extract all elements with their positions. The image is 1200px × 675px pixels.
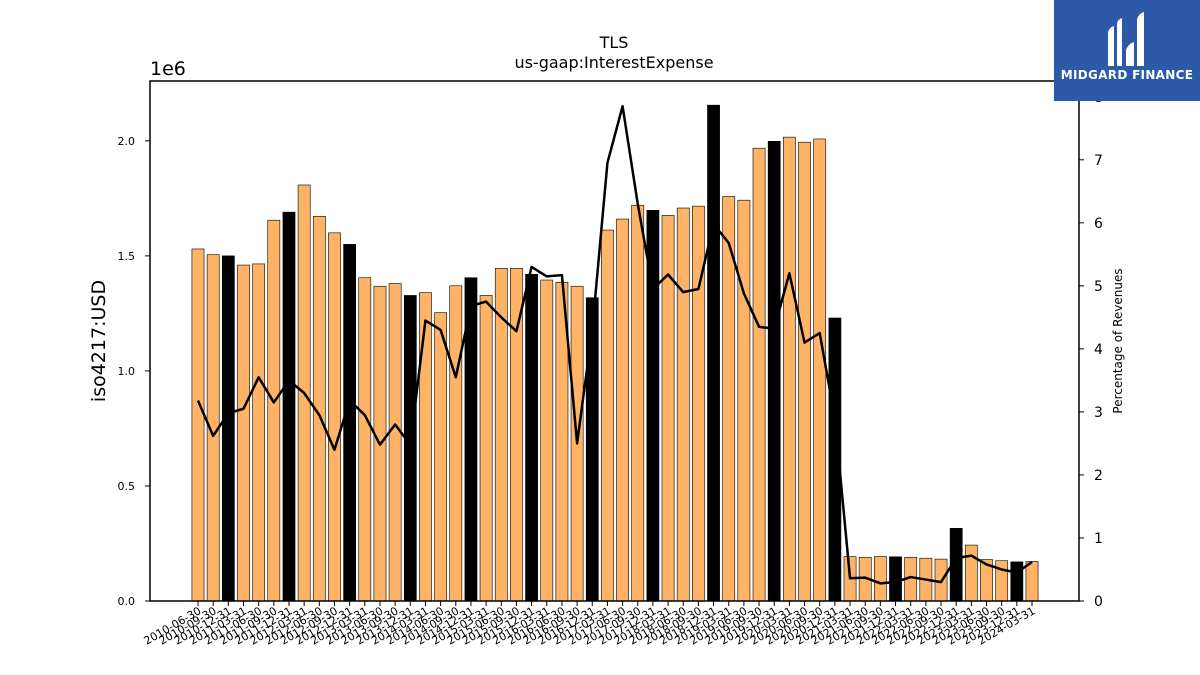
- logo-text: MIDGARD FINANCE: [1060, 68, 1194, 82]
- x-ticks: 2010-06-302010-09-302010-12-312011-03-31…: [142, 601, 1038, 648]
- y2-tick-label: 4: [1094, 342, 1103, 358]
- bars: [191, 104, 1039, 602]
- bar: [813, 138, 827, 602]
- bar: [449, 285, 463, 602]
- bar: [1025, 561, 1039, 602]
- bar: [737, 199, 751, 602]
- bar: [282, 211, 296, 602]
- y2-ticks: 012345678: [1079, 90, 1103, 610]
- percentage-line-path: [196, 104, 1033, 585]
- y-tick-label: 0.5: [118, 480, 136, 493]
- bar: [252, 263, 266, 602]
- bar: [540, 279, 554, 602]
- chart-subtitle: us-gaap:InterestExpense: [514, 53, 713, 72]
- bar: [479, 295, 493, 602]
- bar: [964, 544, 978, 602]
- y2-tick-label: 5: [1094, 279, 1103, 295]
- bar: [191, 248, 205, 602]
- y-axis-label: iso4217:USD: [88, 280, 110, 402]
- y2-tick-label: 3: [1094, 405, 1103, 421]
- y2-tick-label: 0: [1094, 594, 1103, 610]
- y2-tick-label: 1: [1094, 531, 1103, 547]
- bar: [403, 295, 417, 602]
- y-tick-label: 2.0: [118, 135, 136, 148]
- bar: [661, 215, 675, 602]
- bar: [328, 232, 341, 602]
- chart-title: TLS: [599, 33, 629, 52]
- bar: [525, 273, 538, 602]
- y-tick-label: 1.5: [118, 250, 136, 263]
- logo: MIDGARD FINANCE: [1054, 0, 1200, 101]
- bar: [601, 229, 614, 602]
- bar: [221, 255, 235, 602]
- bar: [388, 283, 402, 602]
- bar: [585, 297, 599, 602]
- bar: [419, 292, 432, 602]
- bar: [267, 219, 281, 602]
- logo-mark-icon: [1108, 12, 1144, 66]
- y2-tick-label: 7: [1094, 153, 1103, 169]
- bar: [616, 218, 629, 602]
- bar: [707, 104, 720, 602]
- y2-tick-label: 2: [1094, 468, 1103, 484]
- y-multiplier: 1e6: [150, 58, 186, 80]
- bar: [767, 140, 781, 602]
- y-tick-label: 1.0: [118, 365, 136, 378]
- bar: [798, 141, 811, 602]
- bar: [889, 556, 902, 602]
- y2-axis-label: Percentage of Revenues: [1111, 268, 1125, 413]
- bar: [237, 264, 250, 602]
- bar: [783, 136, 796, 602]
- bar: [676, 207, 690, 602]
- y-ticks: 0.0 0.5 1.0 1.5 2.0: [118, 135, 150, 608]
- bar: [752, 147, 766, 602]
- bar: [873, 556, 887, 602]
- bar: [631, 204, 645, 602]
- bar: [343, 244, 357, 602]
- y2-tick-label: 6: [1094, 216, 1103, 232]
- bar: [434, 312, 447, 602]
- percentage-line: [196, 104, 1033, 585]
- plot-frame: [149, 80, 1080, 602]
- bar: [1010, 561, 1024, 602]
- y-tick-label: 0.0: [118, 595, 136, 608]
- bar: [358, 277, 372, 602]
